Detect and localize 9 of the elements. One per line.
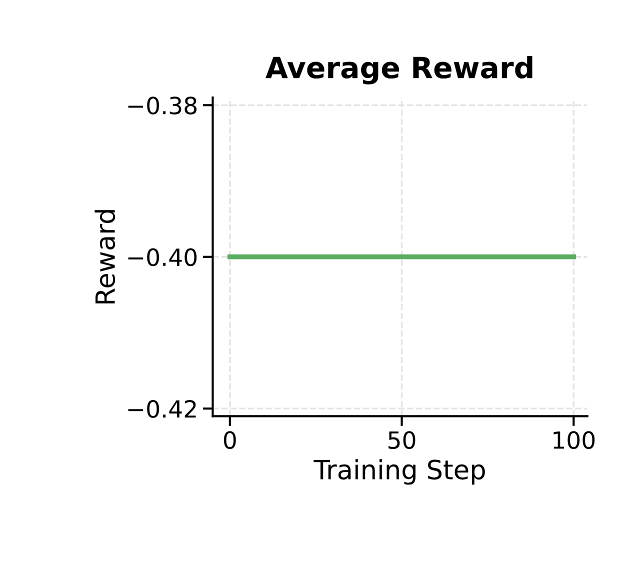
- chart-title: Average Reward: [266, 56, 532, 84]
- y-tick-label: −0.38: [128, 96, 197, 114]
- x-tick-label: 50: [388, 431, 416, 450]
- y-tick-label: −0.40: [128, 248, 197, 266]
- x-axis-title: Training Step: [314, 459, 485, 485]
- x-tick-label: 0: [224, 431, 236, 450]
- x-tick-label: 100: [554, 431, 595, 450]
- y-axis-title: Reward: [94, 210, 116, 304]
- y-tick-label: −0.42: [128, 400, 196, 418]
